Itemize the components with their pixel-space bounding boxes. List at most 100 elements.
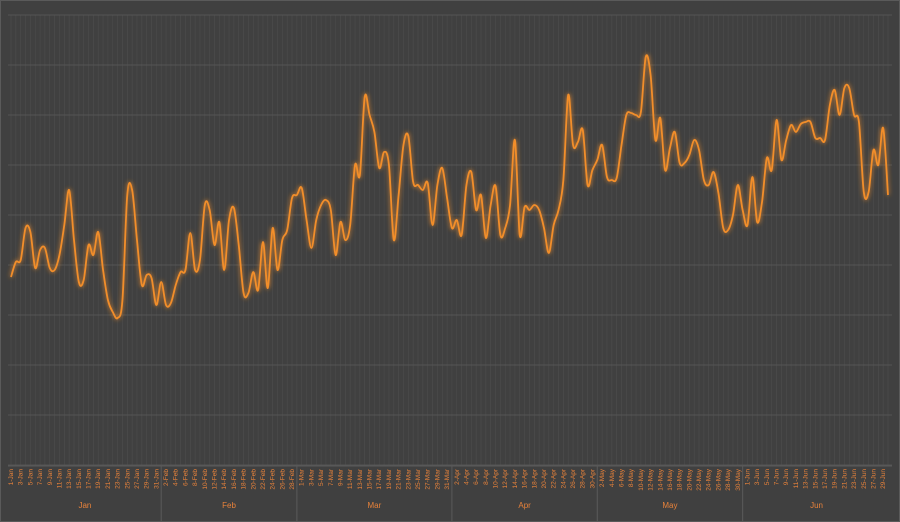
month-label: Apr xyxy=(518,501,531,510)
x-tick-label: 18-Apr xyxy=(531,468,538,488)
x-tick-label: 3-Mar xyxy=(308,468,315,486)
x-tick-label: 25-Mar xyxy=(415,468,422,489)
x-tick-label: 14-Feb xyxy=(221,469,228,490)
x-tick-label: 8-May xyxy=(628,468,635,487)
x-tick-label: 4-Feb xyxy=(173,469,180,486)
x-tick-label: 2-May xyxy=(599,468,606,487)
x-tick-label: 1-Jun xyxy=(744,469,751,486)
x-tick-label: 19-Jun xyxy=(832,469,839,489)
x-tick-label: 16-May xyxy=(667,468,674,490)
x-tick-label: 5-Jun xyxy=(764,469,771,486)
x-tick-label: 9-Jan xyxy=(47,469,54,486)
x-tick-label: 15-Mar xyxy=(367,468,374,489)
x-tick-label: 24-May xyxy=(706,468,713,490)
x-tick-label: 2-Feb xyxy=(163,469,170,486)
x-tick-label: 15-Jun xyxy=(812,469,819,489)
month-label: Feb xyxy=(222,501,236,510)
x-tick-label: 11-Jan xyxy=(56,469,63,489)
x-tick-label: 17-Mar xyxy=(376,468,383,489)
x-tick-label: 2-Apr xyxy=(454,468,461,485)
x-tick-label: 4-May xyxy=(609,468,616,487)
x-tick-label: 23-Mar xyxy=(405,468,412,489)
x-tick-label: 11-Mar xyxy=(347,468,354,489)
x-tick-label: 4-Apr xyxy=(463,468,470,485)
x-tick-label: 25-Jan xyxy=(124,469,131,489)
x-tick-label: 20-Feb xyxy=(250,469,257,490)
x-tick-label: 28-Feb xyxy=(289,469,296,490)
x-tick-label: 28-Apr xyxy=(580,468,587,488)
x-tick-label: 7-Jun xyxy=(774,469,781,486)
x-tick-label: 1-Mar xyxy=(299,468,306,486)
x-tick-label: 12-May xyxy=(648,468,655,490)
x-tick-label: 11-Jun xyxy=(793,469,800,489)
x-tick-label: 30-Apr xyxy=(589,468,596,488)
month-label: Jan xyxy=(78,501,91,510)
x-tick-label: 14-Apr xyxy=(512,468,519,488)
x-tick-label: 15-Jan xyxy=(76,469,83,489)
x-tick-label: 9-Jun xyxy=(783,469,790,486)
x-tick-label: 19-Jan xyxy=(95,469,102,489)
x-tick-label: 6-May xyxy=(619,468,626,487)
x-tick-label: 26-Feb xyxy=(279,469,286,490)
x-tick-label: 17-Jan xyxy=(86,469,93,489)
x-tick-label: 20-Apr xyxy=(541,468,548,488)
x-tick-label: 8-Apr xyxy=(483,468,490,485)
month-label: Mar xyxy=(368,501,382,510)
x-tick-label: 21-Jan xyxy=(105,469,112,489)
x-tick-label: 23-Jun xyxy=(851,469,858,489)
x-tick-label: 3-Jan xyxy=(18,469,25,486)
x-tick-label: 10-Apr xyxy=(493,468,500,488)
x-tick-label: 28-May xyxy=(725,468,732,490)
x-tick-label: 8-Feb xyxy=(192,469,199,486)
x-tick-label: 29-Mar xyxy=(434,468,441,489)
month-label: Jun xyxy=(810,501,823,510)
x-tick-label: 12-Feb xyxy=(212,469,219,490)
x-tick-label: 19-Mar xyxy=(386,468,393,489)
x-tick-label: 7-Jan xyxy=(37,469,44,486)
x-tick-label: 30-May xyxy=(735,468,742,490)
x-tick-label: 20-May xyxy=(686,468,693,490)
x-tick-label: 27-Jun xyxy=(870,469,877,489)
x-tick-label: 21-Mar xyxy=(396,468,403,489)
x-tick-label: 29-Jan xyxy=(144,469,151,489)
x-tick-label: 22-Apr xyxy=(551,468,558,488)
x-tick-label: 5-Jan xyxy=(27,469,34,486)
x-tick-label: 1-Jan xyxy=(8,469,15,486)
x-tick-label: 23-Jan xyxy=(115,469,122,489)
x-tick-label: 16-Apr xyxy=(522,468,529,488)
x-tick-label: 21-Jun xyxy=(841,469,848,489)
x-tick-label: 5-Mar xyxy=(318,468,325,486)
x-tick-label: 6-Apr xyxy=(473,468,480,485)
x-tick-label: 24-Apr xyxy=(560,468,567,488)
x-tick-label: 18-May xyxy=(677,468,684,490)
x-tick-label: 18-Feb xyxy=(241,469,248,490)
x-tick-label: 12-Apr xyxy=(502,468,509,488)
series-line xyxy=(10,54,889,320)
x-tick-label: 13-Jun xyxy=(803,469,810,489)
x-tick-label: 22-Feb xyxy=(260,469,267,490)
x-tick-label: 24-Feb xyxy=(270,469,277,490)
x-tick-label: 26-Apr xyxy=(570,468,577,488)
x-tick-label: 31-Mar xyxy=(444,468,451,489)
x-tick-label: 27-Jan xyxy=(134,469,141,489)
x-tick-label: 22-May xyxy=(696,468,703,490)
x-tick-label: 10-May xyxy=(638,468,645,490)
x-tick-label: 17-Jun xyxy=(822,469,829,489)
x-tick-label: 9-Mar xyxy=(337,468,344,486)
x-tick-label: 13-Mar xyxy=(357,468,364,489)
x-tick-label: 10-Feb xyxy=(202,469,209,490)
x-tick-label: 14-May xyxy=(657,468,664,490)
x-tick-label: 31-Jan xyxy=(153,469,160,489)
x-tick-label: 29-Jun xyxy=(880,469,887,489)
x-tick-label: 26-May xyxy=(715,468,722,490)
x-tick-label: 3-Jun xyxy=(754,469,761,486)
month-label: May xyxy=(662,501,677,510)
x-tick-label: 7-Mar xyxy=(328,468,335,486)
x-tick-label: 13-Jan xyxy=(66,469,73,489)
x-tick-label: 27-Mar xyxy=(425,468,432,489)
x-tick-label: 16-Feb xyxy=(231,469,238,490)
x-tick-label: 6-Feb xyxy=(182,469,189,486)
x-tick-label: 25-Jun xyxy=(861,469,868,489)
